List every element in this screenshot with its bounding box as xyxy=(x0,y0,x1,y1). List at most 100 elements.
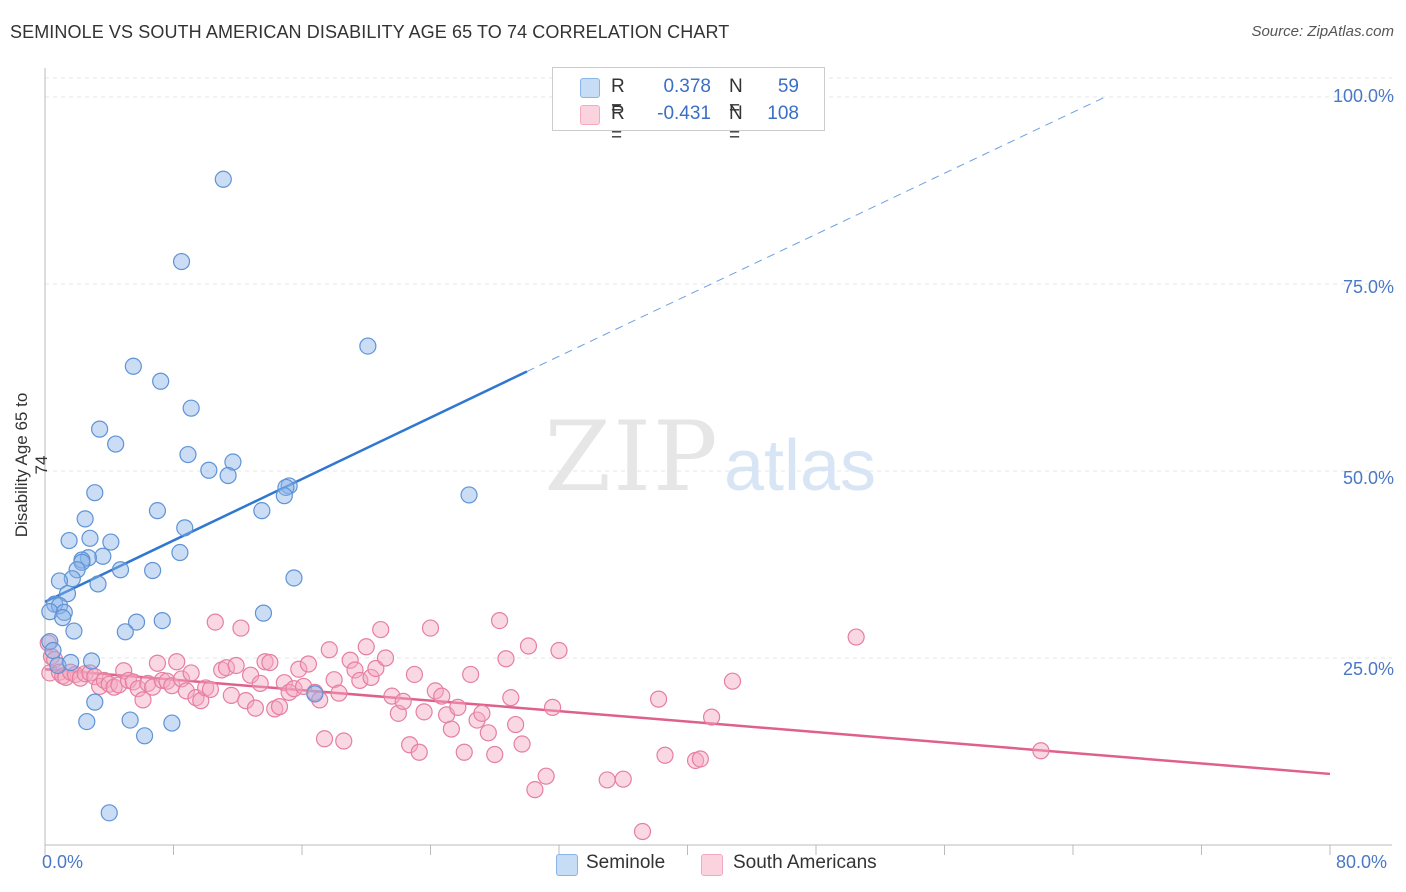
data-point xyxy=(433,687,451,705)
legend-r-label: R = xyxy=(611,103,625,146)
data-point xyxy=(62,653,80,672)
watermark: ZIP atlas xyxy=(544,401,876,513)
data-point xyxy=(182,399,200,417)
watermark-zip: ZIP xyxy=(544,401,719,513)
data-point xyxy=(134,691,152,709)
data-point xyxy=(78,712,96,731)
legend-r-value: -0.431 xyxy=(657,103,711,124)
data-point xyxy=(537,767,555,785)
data-point xyxy=(614,770,632,788)
data-point xyxy=(702,708,721,726)
legend-n-label: N = xyxy=(729,76,743,119)
data-point xyxy=(81,529,99,547)
data-point xyxy=(86,484,104,502)
data-point xyxy=(100,804,118,822)
y-tick-label: 75.0% xyxy=(1342,277,1394,297)
data-point xyxy=(94,547,112,565)
data-point xyxy=(502,689,520,707)
data-point xyxy=(222,686,240,705)
data-point xyxy=(163,714,181,732)
data-point xyxy=(394,692,412,710)
data-point xyxy=(315,730,334,748)
data-point xyxy=(168,653,186,671)
data-point xyxy=(82,652,101,670)
data-point xyxy=(519,637,538,655)
data-point xyxy=(486,745,504,764)
data-point xyxy=(256,653,274,671)
data-point xyxy=(691,750,709,768)
data-point xyxy=(172,252,191,271)
data-point xyxy=(376,649,395,667)
data-point xyxy=(341,651,359,669)
data-point xyxy=(121,711,139,729)
data-point xyxy=(442,720,460,738)
data-point xyxy=(513,735,531,753)
data-point xyxy=(357,638,375,656)
data-point xyxy=(206,613,224,631)
data-point xyxy=(656,746,674,764)
data-point xyxy=(346,661,364,679)
data-point xyxy=(290,660,308,678)
x-tick-label: 80.0% xyxy=(1336,852,1388,872)
data-point xyxy=(127,613,146,631)
x-tick-label: 0.0% xyxy=(42,852,84,872)
axes xyxy=(44,68,1392,855)
data-point xyxy=(543,698,562,716)
data-point xyxy=(171,543,189,562)
data-point xyxy=(214,170,232,188)
chart-title: SEMINOLE VS SOUTH AMERICAN DISABILITY AG… xyxy=(10,22,730,42)
legend-swatch xyxy=(580,105,600,125)
data-point xyxy=(449,698,467,716)
data-point xyxy=(473,704,491,722)
legend-r-value: 0.378 xyxy=(663,76,711,97)
data-point xyxy=(335,732,353,750)
data-point xyxy=(359,337,377,355)
data-point xyxy=(176,519,194,537)
data-point xyxy=(351,671,369,690)
legend-label: South Americans xyxy=(733,852,877,873)
data-point xyxy=(460,486,478,504)
data-point xyxy=(325,671,343,689)
data-point xyxy=(58,585,77,603)
data-point xyxy=(89,575,107,593)
y-tick-label: 25.0% xyxy=(1342,659,1394,679)
data-point xyxy=(254,604,273,622)
data-point xyxy=(177,682,195,700)
scatter-points xyxy=(39,170,1050,841)
data-point xyxy=(44,641,62,660)
data-point xyxy=(526,781,544,799)
data-point xyxy=(253,502,271,520)
y-axis-label: Disability Age 65 to 74 xyxy=(12,392,51,538)
data-point xyxy=(219,466,237,485)
source-label: Source: ZipAtlas.com xyxy=(1251,23,1394,40)
y-tick-label: 50.0% xyxy=(1342,468,1394,488)
data-point xyxy=(275,674,293,692)
data-point xyxy=(179,445,197,464)
legend-n-value: 59 xyxy=(777,76,799,97)
data-point xyxy=(285,569,303,587)
data-point xyxy=(54,609,72,627)
data-point xyxy=(847,628,865,646)
legend-swatch xyxy=(580,78,600,98)
data-point xyxy=(270,698,289,716)
data-point xyxy=(490,611,509,630)
data-point xyxy=(111,561,130,579)
data-point xyxy=(148,502,167,520)
data-point xyxy=(372,620,390,639)
data-point xyxy=(144,561,162,580)
data-point xyxy=(68,561,86,579)
data-point xyxy=(148,654,167,672)
data-point xyxy=(410,743,428,761)
data-point xyxy=(633,822,652,841)
data-point xyxy=(723,672,742,690)
legend-r-label: R = xyxy=(611,76,625,119)
data-point xyxy=(320,641,338,659)
data-point xyxy=(200,461,218,479)
legend-n-value: 108 xyxy=(767,103,799,124)
data-point xyxy=(124,357,142,375)
data-point xyxy=(86,693,104,711)
data-point xyxy=(649,690,668,708)
data-point xyxy=(135,727,154,745)
trend-line-extension xyxy=(526,96,1106,372)
